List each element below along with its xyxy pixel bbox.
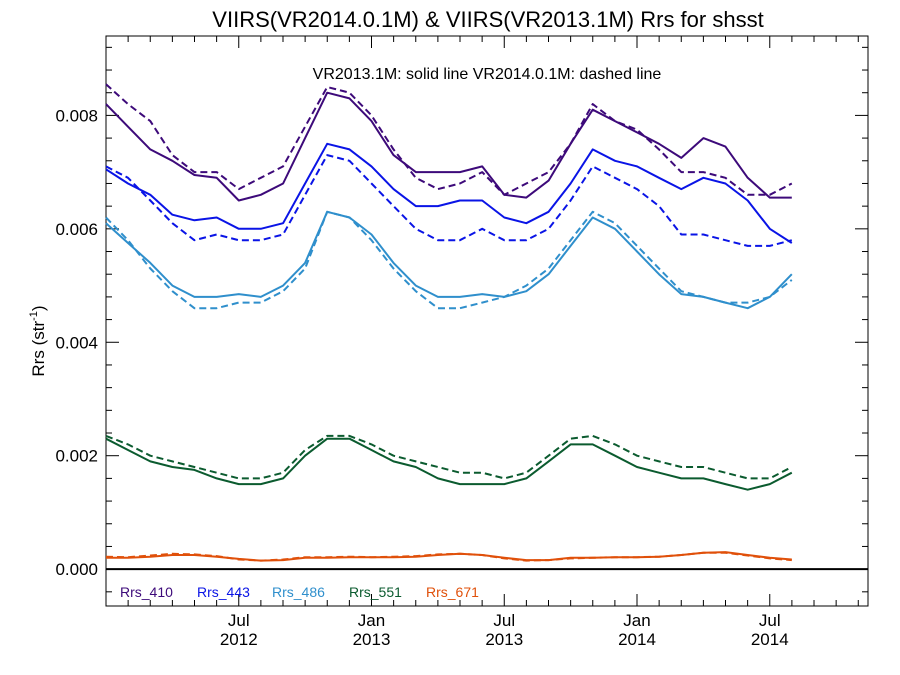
y-axis-label-superscript: -1 [28, 311, 40, 321]
legend-entry-rrs-443: Rrs_443 [197, 584, 250, 600]
y-axis-label: Rrs (str-1) [28, 305, 48, 376]
x-tick-year-0: 2012 [220, 630, 258, 649]
x-tick-year-3: 2014 [618, 630, 656, 649]
plot-frame [105, 35, 869, 607]
legend-entry-rrs-671: Rrs_671 [426, 584, 479, 600]
x-tick-month-1: Jan [358, 611, 385, 630]
legend-entry-rrs-410: Rrs_410 [120, 584, 173, 600]
x-tick-month-3: Jan [623, 611, 650, 630]
legend: Rrs_410 Rrs_443 Rrs_486 Rrs_551 Rrs_671 [120, 584, 479, 600]
x-tick-year-4: 2014 [751, 630, 789, 649]
series-line-rrs-443-dashed [105, 154, 793, 247]
y-tick-label-1: 0.002 [55, 447, 98, 466]
y-tick-label-0: 0.000 [55, 560, 98, 579]
x-tick-month-0: Jul [228, 611, 250, 630]
y-tick-label-2: 0.004 [55, 333, 98, 352]
y-axis-label-main: Rrs (str [29, 321, 48, 377]
legend-entry-rrs-551: Rrs_551 [349, 584, 402, 600]
x-tick-year-2: 2013 [485, 630, 523, 649]
y-axis-label-close: ) [29, 305, 48, 311]
series-line-rrs-551-solid [105, 437, 793, 491]
series-line-rrs-410-dashed [105, 83, 793, 196]
series-line-rrs-486-solid [105, 210, 793, 310]
series-line-rrs-443-solid [105, 142, 793, 244]
chart-title: VIIRS(VR2014.0.1M) & VIIRS(VR2013.1M) Rr… [212, 7, 763, 32]
x-tick-month-4: Jul [759, 611, 781, 630]
series-line-rrs-551-dashed [105, 434, 793, 480]
series-line-rrs-410-solid [105, 91, 792, 202]
x-tick-year-1: 2013 [353, 630, 391, 649]
x-tick-month-2: Jul [493, 611, 515, 630]
series-lines [105, 83, 793, 562]
legend-entry-rrs-486: Rrs_486 [272, 584, 325, 600]
y-tick-label-3: 0.006 [55, 220, 98, 239]
series-line-rrs-671-dashed [105, 551, 792, 562]
y-axis-ticks: 0.000 0.002 0.004 0.006 0.008 [55, 46, 868, 593]
chart-subtitle: VR2013.1M: solid line VR2014.0.1M: dashe… [313, 66, 662, 83]
series-line-rrs-486-dashed [105, 210, 793, 310]
y-tick-label-4: 0.008 [55, 106, 98, 125]
plot-area-border [105, 35, 869, 607]
